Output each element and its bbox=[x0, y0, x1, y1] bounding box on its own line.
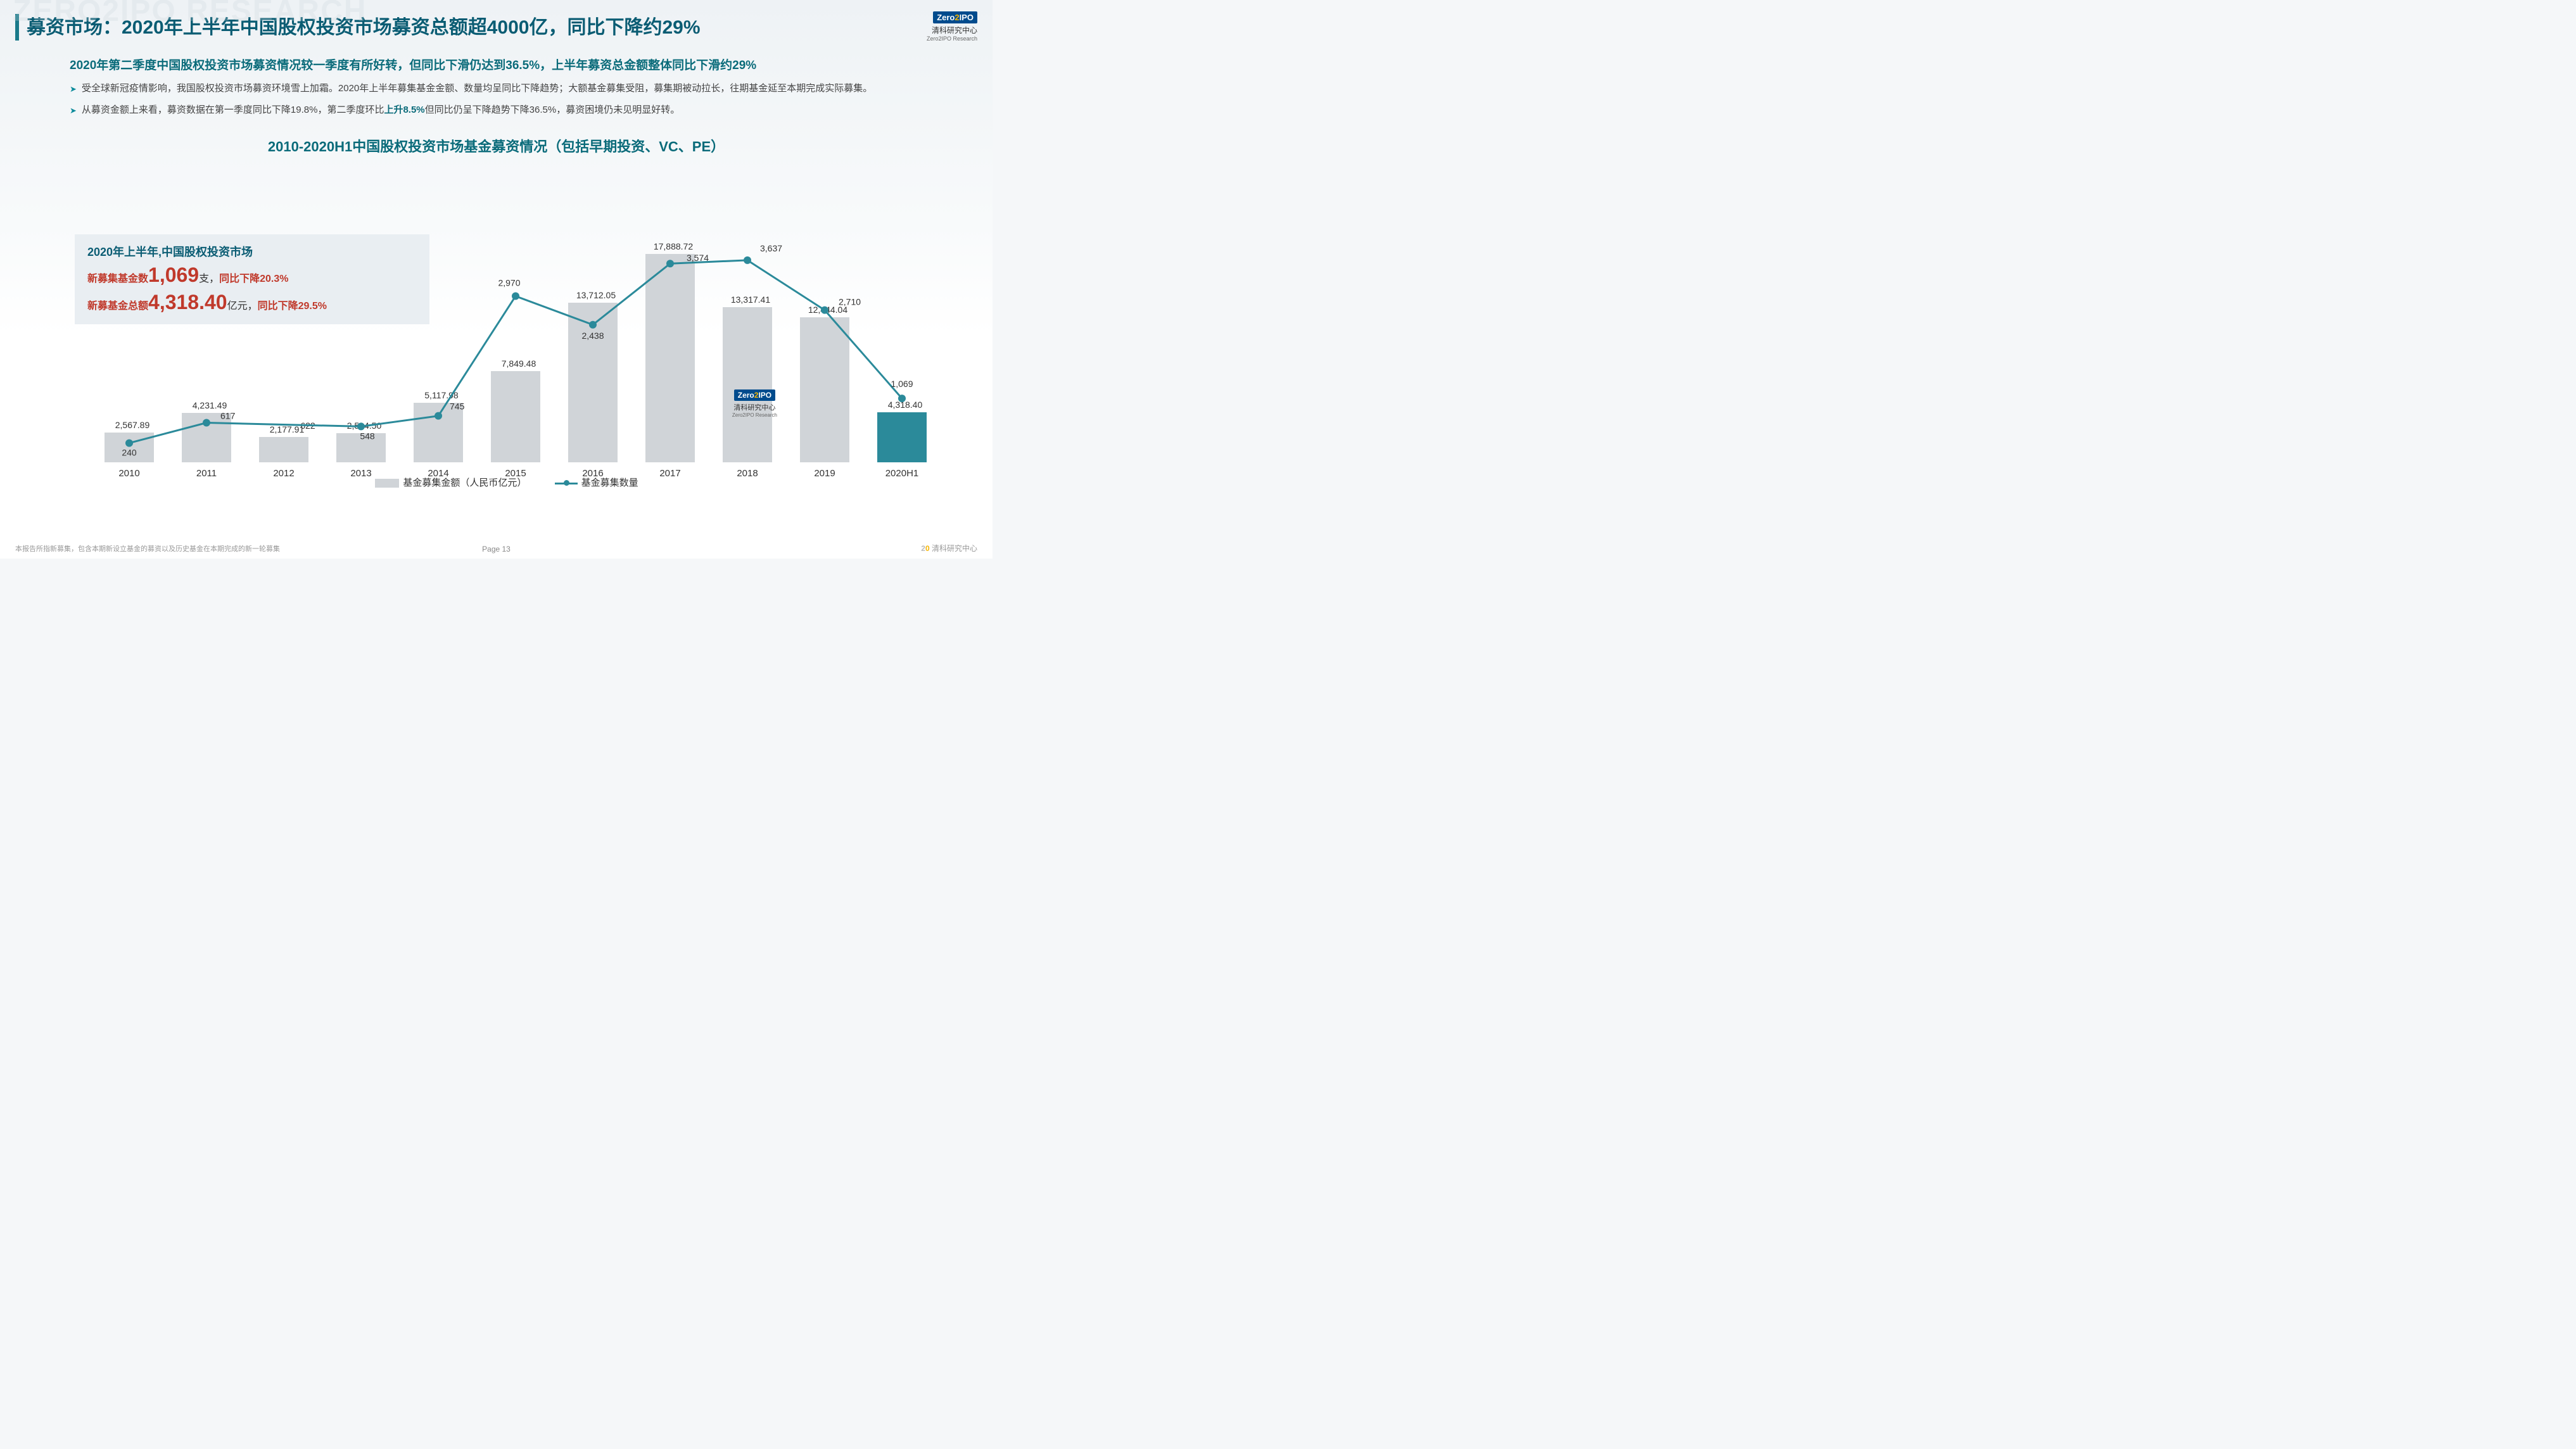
bar-value-label: 17,888.72 bbox=[635, 241, 711, 251]
chart-legend: 基金募集金额（人民币亿元） 基金募集数量 bbox=[76, 476, 925, 489]
bar: 12,444.04 bbox=[800, 317, 849, 462]
bar-value-label: 12,444.04 bbox=[790, 305, 866, 315]
bar-value-label: 2,567.89 bbox=[94, 420, 170, 430]
subtitle: 2020年第二季度中国股权投资市场募资情况较一季度有所好转，但同比下滑仍达到36… bbox=[70, 56, 942, 73]
chart-watermark: Zero2IPO 清科研究中心 Zero2IPO Research bbox=[732, 389, 777, 418]
bar-group: 5,117.982014 bbox=[410, 403, 466, 462]
bar-value-label: 7,849.48 bbox=[481, 358, 557, 369]
bar-group: 17,888.722017 bbox=[642, 254, 698, 462]
slide: ZERO2IPO RESEARCH 募资市场：2020年上半年中国股权投资市场募… bbox=[0, 0, 993, 559]
bar: 5,117.98 bbox=[414, 403, 463, 462]
callout-line3: 新募基金总额4,318.40亿元，同比下降29.5% bbox=[87, 291, 417, 314]
summary-callout: 2020年上半年,中国股权投资市场 新募集基金数1,069支，同比下降20.3%… bbox=[75, 234, 429, 324]
bar: 17,888.72 bbox=[645, 254, 695, 462]
bar-value-label: 2,514.50 bbox=[326, 421, 402, 431]
bar: 7,849.48 bbox=[491, 371, 540, 462]
bar-group: 13,712.052016 bbox=[565, 303, 621, 462]
bar-value-label: 13,317.41 bbox=[713, 294, 789, 305]
bullet-text: 受全球新冠疫情影响，我国股权投资市场募资环境雪上加霜。2020年上半年募集基金金… bbox=[82, 80, 872, 97]
bar-value-label: 4,318.40 bbox=[867, 400, 943, 410]
bar-value-label: 5,117.98 bbox=[403, 390, 479, 400]
bar-value-label: 4,231.49 bbox=[172, 400, 248, 410]
bar: 13,317.41 bbox=[723, 307, 772, 462]
callout-line2: 新募集基金数1,069支，同比下降20.3% bbox=[87, 263, 417, 287]
bullet-item: ➤ 受全球新冠疫情影响，我国股权投资市场募资环境雪上加霜。2020年上半年募集基… bbox=[70, 80, 942, 97]
bar: 4,231.49 bbox=[182, 413, 231, 462]
bar: 2,567.89 bbox=[105, 433, 154, 462]
bar-value-label: 13,712.05 bbox=[558, 290, 634, 300]
bg-watermark: ZERO2IPO RESEARCH bbox=[13, 0, 367, 28]
bar: 13,712.05 bbox=[568, 303, 618, 462]
bar-group: 2,567.892010 bbox=[101, 433, 157, 462]
bar: 2,514.50622 bbox=[336, 433, 386, 462]
chart-title: 2010-2020H1中国股权投资市场基金募资情况（包括早期投资、VC、PE） bbox=[0, 136, 993, 156]
bullet-item: ➤ 从募资金额上来看，募资数据在第一季度同比下降19.8%，第二季度环比上升8.… bbox=[70, 102, 942, 118]
bar-group: 2,514.506222013 bbox=[333, 433, 389, 462]
bar-group: 7,849.482015 bbox=[488, 371, 543, 462]
bullet-arrow-icon: ➤ bbox=[70, 104, 77, 118]
bar-group: 12,444.042019 bbox=[797, 317, 853, 462]
callout-line1: 2020年上半年,中国股权投资市场 bbox=[87, 243, 417, 260]
page-number: Page 13 bbox=[482, 545, 511, 554]
bar: 4,318.40 bbox=[877, 412, 927, 462]
bar: 2,177.91 bbox=[259, 437, 308, 462]
bar-group: 4,318.402020H1 bbox=[874, 412, 930, 462]
footer-brand: 20 清科研究中心 bbox=[921, 543, 977, 554]
legend-swatch-line bbox=[555, 483, 578, 484]
bar-group: 13,317.412018 bbox=[720, 307, 775, 462]
brand-logo: Zero2IPO 清科研究中心 Zero2IPO Research bbox=[927, 11, 977, 42]
bullet-list: ➤ 受全球新冠疫情影响，我国股权投资市场募资环境雪上加霜。2020年上半年募集基… bbox=[70, 80, 942, 118]
bullet-arrow-icon: ➤ bbox=[70, 82, 77, 96]
footer-note: 本报告所指新募集，包含本期新设立基金的募资以及历史基金在本期完成的新一轮募集 bbox=[15, 543, 280, 554]
bar-extra-label: 622 bbox=[292, 421, 324, 431]
bar-group: 4,231.492011 bbox=[179, 413, 234, 462]
legend-swatch-bar bbox=[375, 479, 399, 488]
bullet-text: 从募资金额上来看，募资数据在第一季度同比下降19.8%，第二季度环比上升8.5%… bbox=[82, 102, 680, 118]
bar-group: 2,177.912012 bbox=[256, 437, 312, 462]
